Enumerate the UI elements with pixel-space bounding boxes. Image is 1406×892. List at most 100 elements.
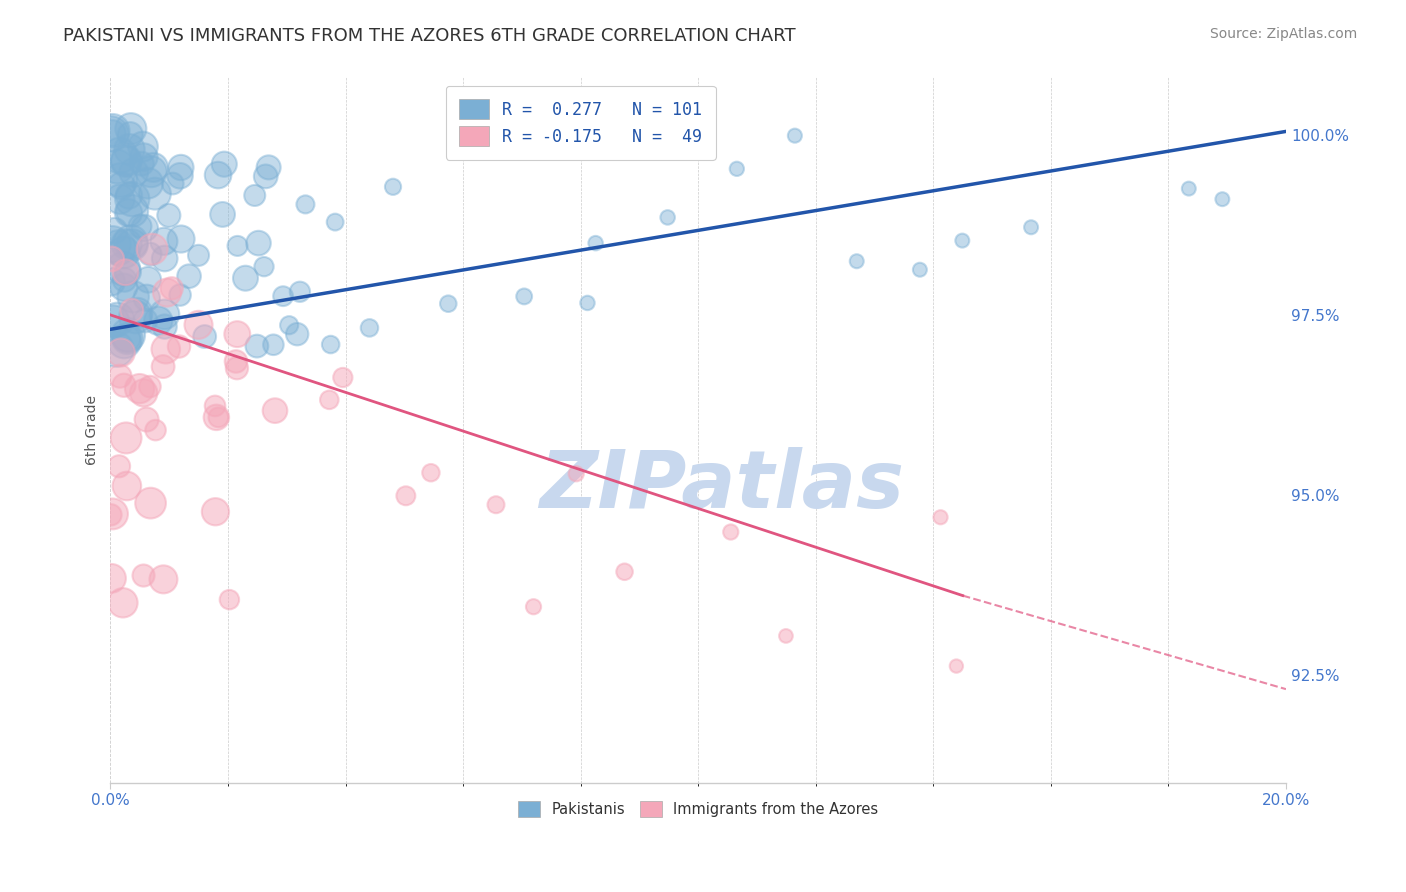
Point bbox=[226, 361, 249, 376]
Point bbox=[122, 165, 145, 179]
Point bbox=[156, 285, 179, 300]
Point bbox=[117, 328, 139, 343]
Point bbox=[204, 505, 226, 519]
Point bbox=[783, 128, 806, 143]
Point bbox=[120, 235, 142, 249]
Point bbox=[114, 265, 136, 279]
Point bbox=[124, 310, 146, 324]
Point bbox=[177, 269, 200, 284]
Point bbox=[187, 248, 209, 262]
Point bbox=[278, 318, 301, 333]
Point bbox=[110, 178, 132, 193]
Point bbox=[112, 334, 135, 349]
Point bbox=[162, 177, 184, 191]
Point bbox=[112, 261, 135, 276]
Point bbox=[112, 245, 135, 260]
Point bbox=[134, 313, 156, 327]
Point bbox=[576, 296, 599, 310]
Point bbox=[1019, 220, 1042, 235]
Point bbox=[945, 659, 967, 673]
Point bbox=[153, 307, 176, 321]
Point bbox=[103, 314, 125, 328]
Point bbox=[218, 592, 240, 607]
Point bbox=[121, 203, 143, 218]
Point bbox=[135, 412, 157, 426]
Point bbox=[204, 399, 226, 413]
Point bbox=[115, 431, 138, 445]
Point bbox=[118, 188, 141, 202]
Point bbox=[169, 288, 191, 302]
Point bbox=[319, 337, 342, 351]
Point bbox=[288, 285, 311, 299]
Point bbox=[115, 331, 138, 345]
Point bbox=[132, 150, 155, 164]
Point bbox=[332, 370, 354, 384]
Point bbox=[613, 565, 636, 579]
Point bbox=[120, 121, 142, 136]
Point bbox=[207, 410, 229, 425]
Point bbox=[485, 498, 508, 512]
Point bbox=[111, 596, 134, 610]
Point bbox=[167, 339, 190, 353]
Point bbox=[132, 385, 155, 400]
Point bbox=[132, 139, 155, 153]
Point bbox=[775, 629, 797, 643]
Point bbox=[129, 219, 152, 234]
Point bbox=[211, 207, 233, 221]
Point bbox=[170, 232, 193, 246]
Point bbox=[145, 423, 167, 437]
Point bbox=[117, 332, 139, 346]
Point bbox=[153, 319, 176, 334]
Point bbox=[725, 161, 748, 176]
Point bbox=[117, 206, 139, 220]
Point bbox=[226, 239, 249, 253]
Point bbox=[929, 510, 952, 524]
Point bbox=[246, 339, 269, 353]
Point bbox=[141, 164, 163, 178]
Point bbox=[194, 329, 217, 343]
Point bbox=[153, 235, 176, 249]
Point bbox=[100, 275, 122, 289]
Point bbox=[139, 496, 162, 510]
Point bbox=[207, 168, 229, 182]
Point bbox=[110, 345, 132, 359]
Point bbox=[108, 192, 131, 206]
Point bbox=[101, 124, 124, 138]
Point bbox=[112, 378, 135, 392]
Point bbox=[108, 369, 131, 384]
Point bbox=[152, 359, 174, 374]
Point bbox=[285, 327, 308, 342]
Point bbox=[108, 148, 131, 162]
Point bbox=[132, 568, 155, 582]
Point bbox=[143, 186, 166, 201]
Point bbox=[170, 161, 193, 175]
Point bbox=[136, 176, 159, 190]
Point bbox=[359, 321, 381, 335]
Point bbox=[522, 599, 544, 614]
Point bbox=[148, 314, 170, 328]
Point bbox=[908, 262, 931, 277]
Point bbox=[105, 160, 128, 174]
Point bbox=[117, 265, 139, 279]
Point bbox=[169, 169, 191, 183]
Point bbox=[323, 215, 346, 229]
Point bbox=[127, 306, 149, 320]
Point bbox=[720, 524, 742, 539]
Point bbox=[100, 571, 122, 585]
Point bbox=[118, 142, 141, 156]
Point bbox=[157, 208, 180, 222]
Point bbox=[1178, 181, 1201, 195]
Point bbox=[226, 327, 249, 342]
Text: ZIPatlas: ZIPatlas bbox=[538, 448, 904, 525]
Point bbox=[950, 234, 973, 248]
Point bbox=[225, 354, 247, 368]
Point bbox=[101, 237, 124, 252]
Text: Source: ZipAtlas.com: Source: ZipAtlas.com bbox=[1209, 27, 1357, 41]
Y-axis label: 6th Grade: 6th Grade bbox=[86, 395, 100, 465]
Point bbox=[318, 392, 340, 407]
Point bbox=[264, 403, 287, 417]
Point bbox=[134, 221, 156, 235]
Point bbox=[139, 247, 162, 261]
Point bbox=[115, 153, 138, 168]
Point bbox=[112, 280, 135, 294]
